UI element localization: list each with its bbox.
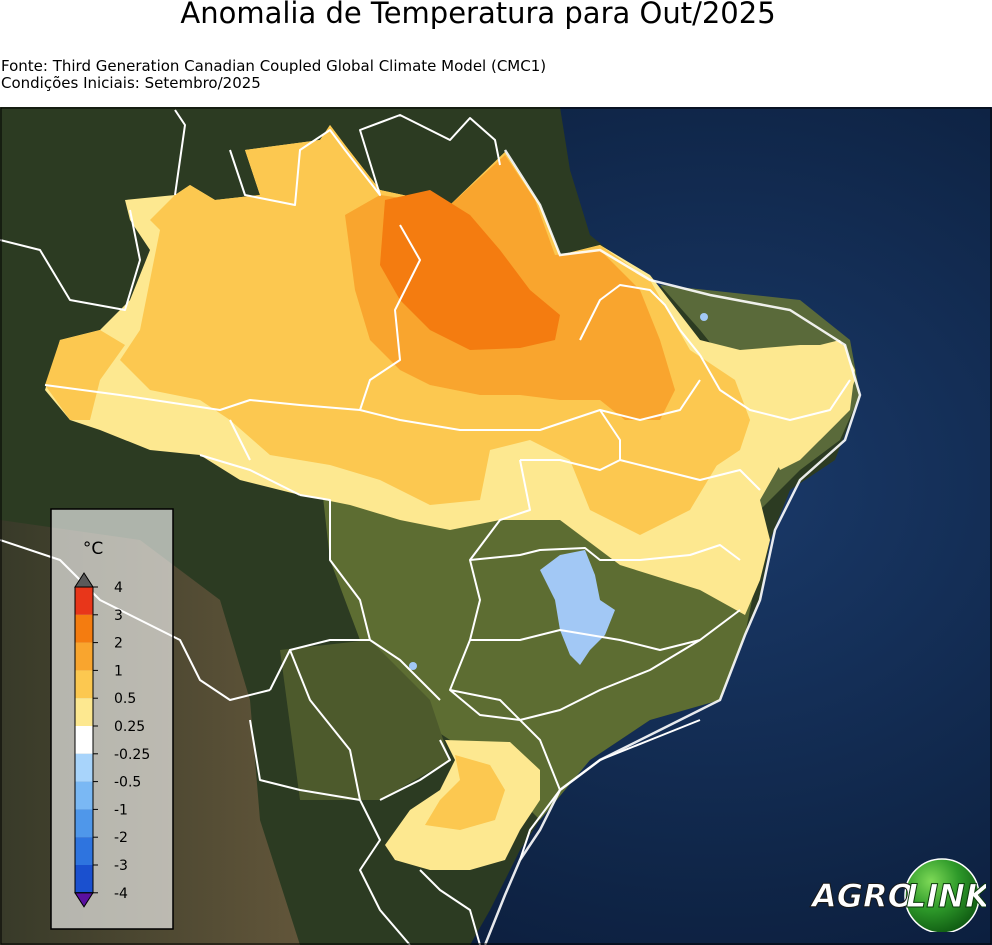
colorbar: 4 3 2 1 0.5 0.25 -0.25 -0.5 -1 -2 -3 -4	[74, 572, 150, 908]
source-line: Fonte: Third Generation Canadian Coupled…	[1, 57, 547, 75]
anomaly-negative-spot-a	[700, 313, 708, 321]
anomaly-0p5-ceara	[700, 340, 855, 470]
colorbar-segment	[75, 726, 93, 754]
colorbar-tick-label: 2	[114, 636, 123, 652]
legend-unit: °C	[83, 539, 103, 559]
colorbar-segment	[75, 614, 93, 643]
colorbar-segment	[75, 698, 93, 726]
legend: °C 4 3 2 1 0.5 0.25 -0.25 -0.5 -1 -2 -3 -4	[50, 508, 174, 930]
colorbar-tick-label: -0.25	[114, 747, 150, 763]
anomaly-1-west	[45, 330, 125, 420]
initial-conditions-line: Condições Iniciais: Setembro/2025	[1, 74, 261, 92]
colorbar-tick-label: 1	[114, 663, 123, 679]
colorbar-tick-label: -3	[114, 858, 128, 874]
anomaly-1-east	[690, 380, 750, 470]
colorbar-tick-label: 0.25	[114, 719, 145, 735]
legend-panel	[50, 508, 174, 930]
colorbar-tick-label: -4	[114, 886, 128, 902]
logo-right-text: LINK	[906, 877, 986, 915]
colorbar-tick-label: 3	[114, 608, 123, 624]
logo-left-text: AGRO	[809, 877, 915, 915]
colorbar-segment	[75, 587, 93, 615]
coastline	[483, 149, 862, 945]
colorbar-tick-label: 4	[114, 580, 123, 596]
colorbar-tick-label: 0.5	[114, 691, 136, 707]
agrolink-logo: AGRO LINK	[809, 858, 986, 932]
colorbar-segment	[75, 642, 93, 671]
anomaly-1-south	[425, 755, 505, 830]
colorbar-segment	[75, 670, 93, 699]
colorbar-tick-label: -0.5	[114, 775, 141, 791]
colorbar-tick-label: -1	[114, 802, 128, 818]
colorbar-segment	[75, 809, 93, 838]
anomaly-3	[380, 190, 560, 350]
anomaly-negative-spot-b	[409, 662, 417, 670]
chaco-region	[280, 640, 450, 800]
map-title: Anomalia de Temperatura para Out/2025	[180, 0, 776, 30]
colorbar-segment	[75, 781, 93, 810]
colorbar-segment	[75, 753, 93, 782]
colorbar-segment	[75, 837, 93, 865]
colorbar-tick-label: -2	[114, 830, 128, 846]
temperature-anomaly-map: °C 4 3 2 1 0.5 0.25 -0.25 -0.5 -1 -2 -3 -4	[0, 107, 992, 945]
colorbar-segment	[75, 865, 93, 893]
colorbar-frame	[74, 586, 94, 894]
